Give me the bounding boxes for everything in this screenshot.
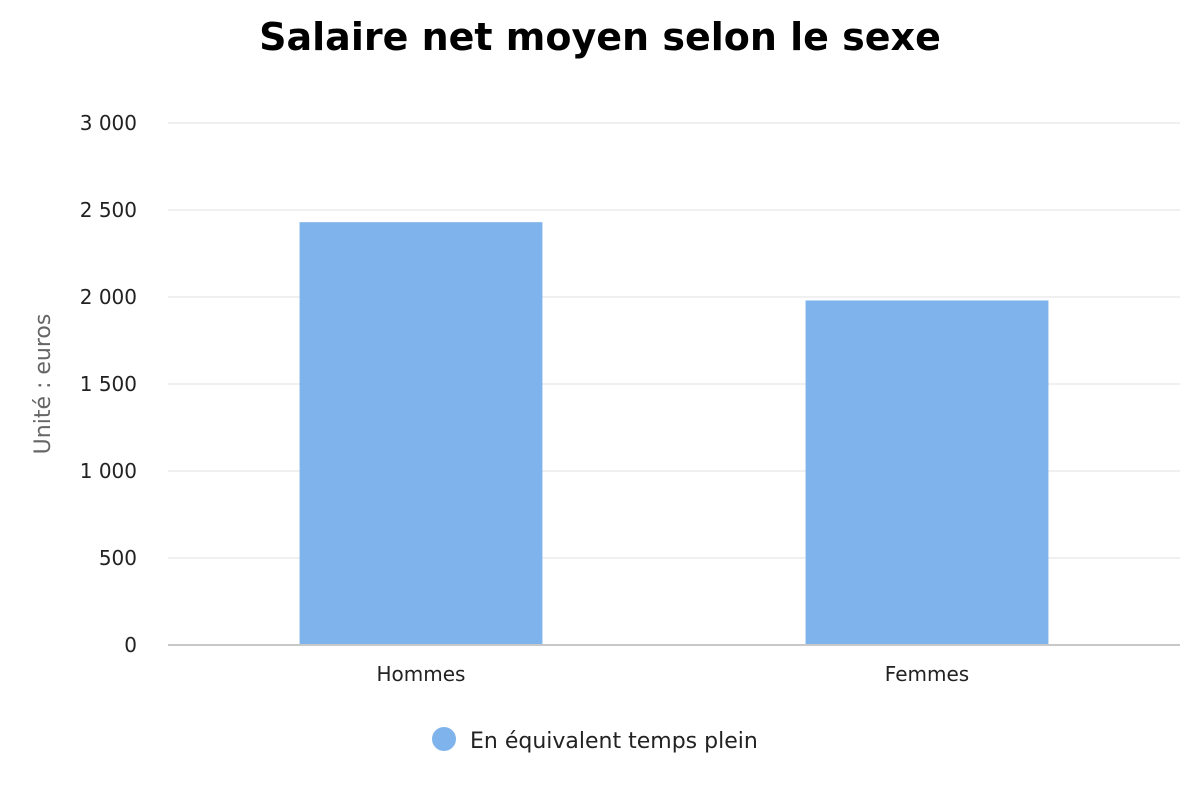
y-tick-label: 2 500	[80, 198, 137, 222]
y-tick-label: 1 000	[80, 459, 137, 483]
y-tick-label: 3 000	[80, 111, 137, 135]
y-tick-label: 2 000	[80, 285, 137, 309]
x-tick-label: Femmes	[885, 662, 969, 686]
bar-hommes[interactable]	[299, 222, 543, 645]
x-tick-label: Hommes	[377, 662, 466, 686]
legend-label: En équivalent temps plein	[470, 729, 758, 754]
bar-femmes[interactable]	[805, 300, 1049, 645]
y-tick-label: 0	[124, 633, 137, 657]
legend-marker	[432, 727, 456, 751]
legend[interactable]: En équivalent temps plein	[432, 727, 758, 754]
bars	[299, 222, 1049, 645]
y-tick-label: 1 500	[80, 372, 137, 396]
y-axis-label: Unité : euros	[31, 314, 56, 455]
x-axis-ticks: Hommes Femmes	[377, 662, 970, 686]
y-tick-label: 500	[99, 546, 137, 570]
y-axis-ticks: 0 500 1 000 1 500 2 000 2 500 3 000	[80, 111, 137, 657]
chart-title: Salaire net moyen selon le sexe	[259, 15, 941, 59]
